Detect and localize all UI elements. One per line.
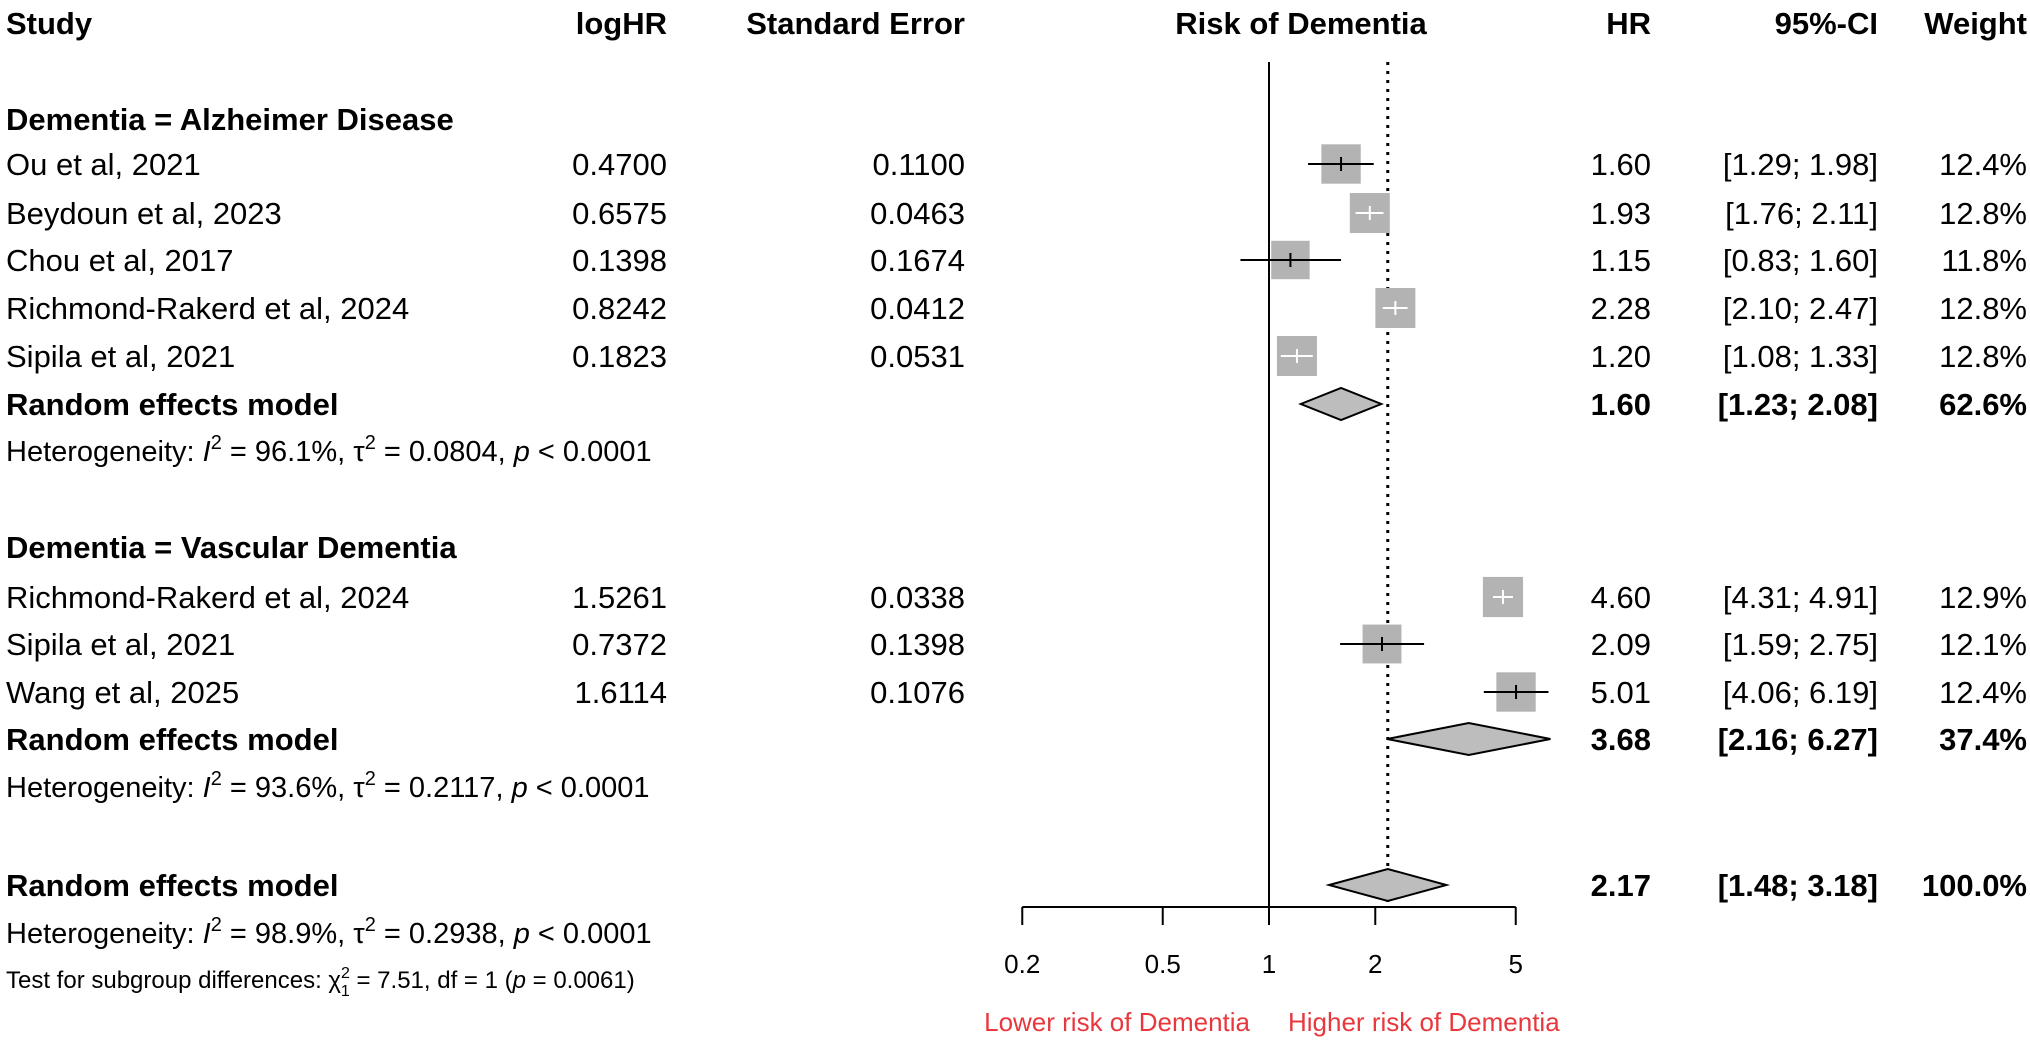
header-standard-error: Standard Error <box>746 6 965 41</box>
tick-label: 0.2 <box>1004 949 1040 979</box>
se-value: 0.0463 <box>870 196 965 231</box>
tick-label: 1 <box>1262 949 1276 979</box>
heterogeneity-text: Heterogeneity: I2 = 93.6%, τ2 = 0.2117, … <box>6 768 649 804</box>
model-ci: [1.48; 3.18] <box>1718 868 1878 903</box>
header-hr: HR <box>1606 6 1651 41</box>
summary-diamond <box>1298 386 1384 422</box>
study-name: Beydoun et al, 2023 <box>6 196 282 231</box>
model-label: Random effects model <box>6 387 338 422</box>
loghr-value: 0.8242 <box>572 291 667 326</box>
weight-value: 12.4% <box>1939 675 2027 710</box>
weight-value: 12.9% <box>1939 580 2027 615</box>
tick-label: 0.5 <box>1145 949 1181 979</box>
hr-value: 1.20 <box>1591 339 1651 374</box>
weight-value: 12.4% <box>1939 147 2027 182</box>
forest-rows: Dementia = Alzheimer Disease Ou et al, 20… <box>6 102 2027 1000</box>
model-hr: 3.68 <box>1591 722 1651 757</box>
model-hr: 2.17 <box>1591 868 1651 903</box>
model-row: Random effects model 2.17 [1.48; 3.18] 100.… <box>6 867 2027 903</box>
weight-value: 12.1% <box>1939 627 2027 662</box>
ci-value: [0.83; 1.60] <box>1723 243 1878 278</box>
ci-value: [1.76; 2.11] <box>1725 196 1878 231</box>
se-value: 0.0531 <box>870 339 965 374</box>
ci-value: [1.29; 1.98] <box>1723 147 1878 182</box>
ci-value: [1.59; 2.75] <box>1723 627 1878 662</box>
label-higher-risk: Higher risk of Dementia <box>1288 1007 1560 1037</box>
weight-value: 12.8% <box>1939 339 2027 374</box>
ci-value: [2.10; 2.47] <box>1723 291 1878 326</box>
ci-value: [4.06; 6.19] <box>1723 675 1878 710</box>
study-name: Sipila et al, 2021 <box>6 339 235 374</box>
study-name: Wang et al, 2025 <box>6 675 239 710</box>
loghr-value: 1.5261 <box>572 580 667 615</box>
model-weight: 62.6% <box>1939 387 2027 422</box>
study-name: Chou et al, 2017 <box>6 243 234 278</box>
weight-value: 12.8% <box>1939 291 2027 326</box>
tick-label: 5 <box>1509 949 1523 979</box>
summary-diamond <box>1325 867 1451 903</box>
header-risk-of-dementia: Risk of Dementia <box>1175 6 1427 41</box>
study-row: Richmond-Rakerd et al, 2024 0.8242 0.0412 2… <box>6 288 2027 328</box>
loghr-value: 1.6114 <box>574 675 667 710</box>
hr-value: 4.60 <box>1591 580 1651 615</box>
model-label: Random effects model <box>6 868 338 903</box>
study-name: Sipila et al, 2021 <box>6 627 235 662</box>
heterogeneity-text: Heterogeneity: I2 = 96.1%, τ2 = 0.0804, … <box>6 432 652 468</box>
se-value: 0.1674 <box>870 243 965 278</box>
heterogeneity-text: Heterogeneity: I2 = 98.9%, τ2 = 0.2938, … <box>6 914 652 950</box>
study-row: Beydoun et al, 2023 0.6575 0.0463 1.93 [1.76… <box>6 193 2027 233</box>
loghr-value: 0.1398 <box>572 243 667 278</box>
study-name: Richmond-Rakerd et al, 2024 <box>6 291 409 326</box>
se-value: 0.1398 <box>870 627 965 662</box>
loghr-value: 0.7372 <box>572 627 667 662</box>
weight-value: 12.8% <box>1939 196 2027 231</box>
study-row: Sipila et al, 2021 0.7372 0.1398 2.09 [1.59;… <box>6 624 2027 664</box>
header-loghr: logHR <box>576 6 667 41</box>
model-label: Random effects model <box>6 722 338 757</box>
se-value: 0.0338 <box>870 580 965 615</box>
study-name: Richmond-Rakerd et al, 2024 <box>6 580 409 615</box>
header-weight: Weight <box>1924 6 2027 41</box>
loghr-value: 0.6575 <box>572 196 667 231</box>
model-ci: [2.16; 6.27] <box>1718 722 1878 757</box>
subgroup-test-text: Test for subgroup differences: χ2 1 = 7.5… <box>6 965 635 1000</box>
model-ci: [1.23; 2.08] <box>1718 387 1878 422</box>
study-row: Chou et al, 2017 0.1398 0.1674 1.15 [0.83; 1… <box>6 240 2027 280</box>
model-weight: 100.0% <box>1922 868 2027 903</box>
loghr-value: 0.1823 <box>572 339 667 374</box>
loghr-value: 0.4700 <box>572 147 667 182</box>
hr-value: 5.01 <box>1591 675 1651 710</box>
label-lower-risk: Lower risk of Dementia <box>984 1007 1250 1037</box>
model-row: Random effects model 1.60 [1.23; 2.08] 62.6… <box>6 386 2027 422</box>
hr-value: 1.15 <box>1591 243 1651 278</box>
header-study: Study <box>6 6 93 41</box>
hr-value: 2.28 <box>1591 291 1651 326</box>
group-heading: Dementia = Alzheimer Disease <box>6 102 454 137</box>
ci-value: [4.31; 4.91] <box>1723 580 1878 615</box>
tick-label: 2 <box>1368 949 1382 979</box>
study-row: Wang et al, 2025 1.6114 0.1076 5.01 [4.06; 6… <box>6 672 2027 712</box>
se-value: 0.1076 <box>870 675 965 710</box>
summary-diamond <box>1386 721 1551 757</box>
hr-value: 1.60 <box>1591 147 1651 182</box>
ci-value: [1.08; 1.33] <box>1723 339 1878 374</box>
group-heading: Dementia = Vascular Dementia <box>6 530 457 565</box>
model-hr: 1.60 <box>1591 387 1651 422</box>
hr-value: 2.09 <box>1591 627 1651 662</box>
model-weight: 37.4% <box>1939 722 2027 757</box>
hr-value: 1.93 <box>1591 196 1651 231</box>
column-headers: Study logHR Standard Error Risk of Demen… <box>6 6 2027 41</box>
study-name: Ou et al, 2021 <box>6 147 201 182</box>
se-value: 0.1100 <box>872 147 965 182</box>
study-row: Richmond-Rakerd et al, 2024 1.5261 0.0338 4… <box>6 576 2027 618</box>
weight-value: 11.8% <box>1941 243 2027 278</box>
se-value: 0.0412 <box>870 291 965 326</box>
study-row: Ou et al, 2021 0.4700 0.1100 1.60 [1.29; 1.9… <box>6 144 2027 184</box>
x-axis: 0.2 0.5 1 2 5 <box>1004 62 1523 979</box>
study-row: Sipila et al, 2021 0.1823 0.0531 1.20 [1.08;… <box>6 336 2027 376</box>
model-row: Random effects model 3.68 [2.16; 6.27] 37.4… <box>6 721 2027 757</box>
header-ci: 95%-CI <box>1775 6 1878 41</box>
